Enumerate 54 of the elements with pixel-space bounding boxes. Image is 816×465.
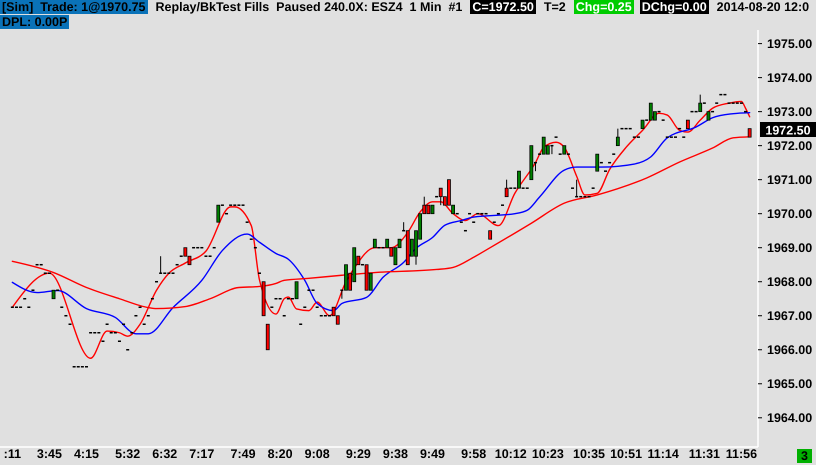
- y-tick-label: 1974.00: [767, 71, 812, 85]
- text: DChg=0.00: [640, 0, 709, 14]
- candlestick: [616, 128, 620, 146]
- y-tick-label: 1970.00: [767, 207, 812, 222]
- y-tick-label: 1971.00: [767, 173, 812, 188]
- text: 2014-08-20 12:0: [716, 0, 810, 14]
- text: DPL: 0.00P: [0, 15, 70, 29]
- candlestick: [575, 179, 578, 198]
- y-tick-label: 1964.00: [767, 411, 812, 426]
- y-tick-label: 1966.00: [767, 343, 812, 358]
- x-tick-label: 10:23: [532, 447, 564, 461]
- candlestick: [438, 188, 443, 206]
- x-tick-label: 11:14: [648, 447, 679, 461]
- candlestick: [698, 94, 702, 112]
- candlestick: [159, 256, 162, 274]
- candlestick: [595, 154, 600, 172]
- candlestick: [517, 170, 521, 189]
- y-tick-label: 1973.00: [767, 105, 812, 120]
- x-tick-label: 9:29: [346, 447, 371, 461]
- x-tick-label: 8:20: [268, 447, 293, 461]
- y-tick-label: 1972.00: [767, 139, 812, 154]
- x-tick-label: 7:49: [230, 447, 256, 461]
- text: Replay/BkTest Fills Paused 240.0X: ESZ4 1 Min #1: [154, 0, 464, 14]
- x-tick-label: 9:49: [420, 447, 446, 461]
- x-tick-label: 11:31: [688, 447, 720, 461]
- x-tick-label: 9:58: [461, 447, 486, 461]
- x-tick-label: 4:15: [74, 447, 100, 461]
- candlestick: [216, 204, 220, 223]
- x-tick-label: 9:38: [382, 447, 408, 461]
- text: T=2: [542, 0, 567, 14]
- text: C=1972.50: [470, 0, 536, 14]
- candlestick: [648, 102, 653, 121]
- x-tick-label: 10:51: [610, 447, 642, 461]
- x-tick-label: 11:56: [726, 447, 758, 461]
- x-tick-label: :11: [4, 447, 22, 461]
- x-tick-label: 7:17: [189, 447, 214, 461]
- x-tick-label: 6:32: [152, 447, 178, 461]
- y-tick-label: 1975.00: [767, 36, 812, 51]
- candlestick: [542, 136, 546, 155]
- x-tick-label: 5:32: [115, 447, 140, 461]
- candlestick: [504, 179, 509, 198]
- x-tick-label: 3:45: [36, 447, 62, 461]
- text: 3: [797, 449, 812, 463]
- y-tick-label: 1969.00: [767, 241, 812, 256]
- text: 1972.50: [765, 123, 811, 138]
- y-tick-label: 1967.00: [767, 309, 812, 324]
- candlestick: [294, 281, 298, 300]
- y-tick-label: 1965.00: [767, 377, 812, 392]
- x-tick-label: 10:12: [494, 447, 527, 461]
- x-tick-label: 10:35: [573, 447, 606, 461]
- y-tick-label: 1968.00: [767, 275, 812, 290]
- text: [Sim] Trade: 1@1970.75: [0, 0, 148, 14]
- text: Chg=0.25: [574, 0, 634, 14]
- x-tick-label: 9:08: [304, 447, 330, 461]
